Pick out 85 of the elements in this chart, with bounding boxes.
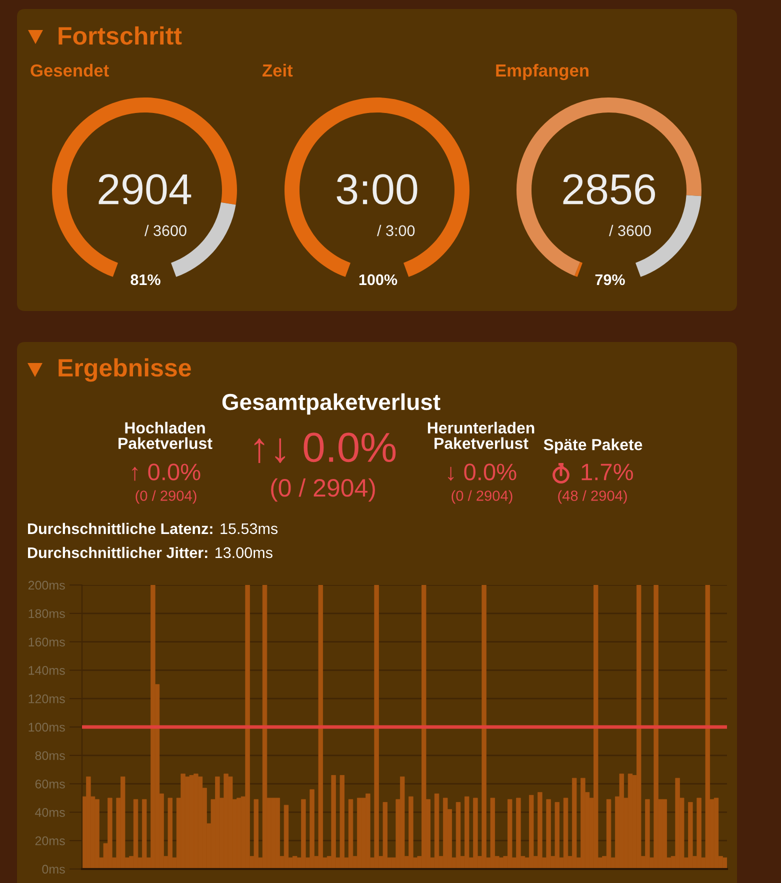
bar <box>572 778 577 869</box>
y-tick-label: 80ms <box>35 751 65 760</box>
text: / 3600 <box>609 224 651 236</box>
text: 13.00ms <box>216 547 272 558</box>
text: Fortschritt <box>58 26 182 45</box>
bar <box>606 799 612 869</box>
y-tick-label: 140ms <box>28 666 65 675</box>
text: 15.53ms <box>220 523 278 534</box>
bar <box>374 585 379 869</box>
bar <box>490 798 496 869</box>
bar <box>275 798 280 869</box>
bar <box>434 794 440 869</box>
text: Späte Pakete <box>544 438 642 454</box>
bar <box>714 798 719 869</box>
y-tick-label: 100ms <box>28 722 65 732</box>
bar <box>189 775 194 869</box>
bar <box>528 794 534 869</box>
y-tick-label: 180ms <box>28 609 65 618</box>
y-tick-label: 200ms <box>28 580 65 590</box>
bar <box>662 799 668 869</box>
bar <box>619 774 624 869</box>
bar <box>318 585 324 869</box>
bar <box>86 776 91 869</box>
text: 81% <box>130 274 160 286</box>
bar <box>705 585 710 869</box>
bar <box>180 774 186 869</box>
text: ↓ 0.0% <box>448 464 516 481</box>
chart-title: Gesendet <box>30 64 109 77</box>
bar <box>636 585 642 869</box>
text: 2904 <box>98 174 192 205</box>
bar <box>348 799 354 869</box>
bar <box>245 585 250 869</box>
text: / 3:00 <box>377 224 415 236</box>
bar <box>722 857 727 869</box>
bar <box>593 585 598 869</box>
text: Gesamtpaketverlust <box>222 393 440 415</box>
bar <box>168 798 173 869</box>
y-tick-label: 160ms <box>28 638 65 646</box>
y-tick-label: 0ms <box>42 864 65 874</box>
bar <box>262 585 268 869</box>
bar <box>456 802 461 869</box>
bar <box>654 585 658 869</box>
text: Ergebnisse <box>58 358 191 382</box>
bar <box>284 804 289 869</box>
text: (0 / 2904) <box>452 490 512 504</box>
text: 79% <box>595 274 625 286</box>
bar <box>310 789 314 869</box>
bar <box>546 799 551 869</box>
bar <box>382 802 388 869</box>
text: (0 / 2904) <box>271 478 375 502</box>
bar <box>464 796 470 869</box>
text: Durchschnittliche Latenz: <box>28 522 212 534</box>
bar <box>331 775 336 869</box>
text: / 3600 <box>144 224 186 236</box>
text: 100% <box>359 274 398 286</box>
bar <box>482 585 486 869</box>
y-tick-label: 40ms <box>35 808 65 817</box>
bar <box>340 775 345 869</box>
y-tick-label: 120ms <box>28 694 65 704</box>
text: (48 / 2904) <box>558 490 627 504</box>
bar <box>507 799 512 869</box>
text: 1.7% <box>582 464 633 480</box>
text: (0 / 2904) <box>136 490 196 504</box>
bar <box>133 799 138 869</box>
bar <box>563 798 568 869</box>
text: Durchschnittlicher Jitter: <box>28 546 208 558</box>
bar <box>554 802 560 869</box>
text: 2856 <box>563 174 656 205</box>
text: Hochladen Paketverlust <box>118 422 212 450</box>
bar <box>361 798 366 869</box>
text: ↑ 0.0% <box>132 464 200 481</box>
bar <box>421 585 426 869</box>
bar <box>142 799 147 869</box>
y-tick-label: 60ms <box>35 780 65 788</box>
text: 3:00 <box>336 174 418 205</box>
chart-title: Empfangen <box>496 64 588 80</box>
y-tick-label: 20ms <box>35 836 65 846</box>
chart-title: Zeit <box>262 64 293 77</box>
bar <box>696 798 702 869</box>
bar <box>120 776 126 869</box>
bar <box>400 776 405 869</box>
text: ↑↓ 0.0% <box>254 432 396 464</box>
text: Herunterladen Paketverlust <box>428 422 534 450</box>
bar <box>254 799 259 869</box>
bar <box>94 799 100 869</box>
